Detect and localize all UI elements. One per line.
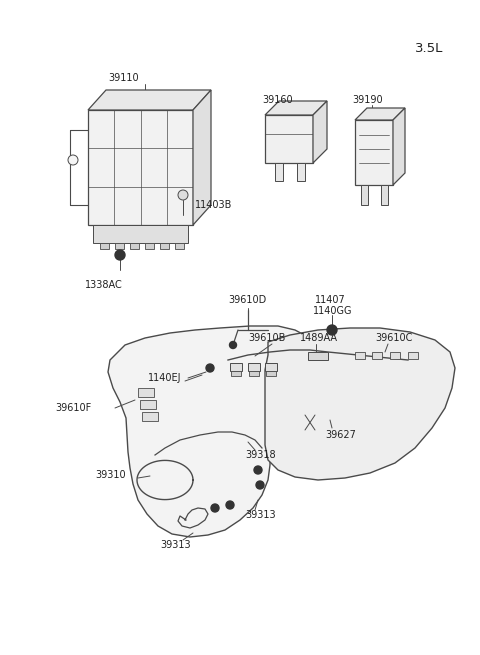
Text: 39610D: 39610D	[228, 295, 266, 305]
Bar	[308, 352, 328, 360]
Circle shape	[206, 364, 214, 372]
Bar	[140, 400, 156, 409]
Bar	[145, 243, 154, 249]
Circle shape	[211, 504, 219, 512]
Bar	[390, 352, 400, 359]
Polygon shape	[193, 90, 211, 225]
Polygon shape	[265, 328, 455, 480]
Text: 1140EJ: 1140EJ	[148, 373, 181, 383]
Bar	[115, 243, 124, 249]
Bar	[93, 225, 188, 243]
Bar	[275, 163, 283, 181]
Bar	[297, 163, 305, 181]
Bar	[361, 185, 368, 205]
Text: 1338AC: 1338AC	[85, 280, 123, 290]
Bar	[381, 185, 388, 205]
Polygon shape	[108, 326, 320, 537]
Bar	[142, 412, 158, 421]
Text: 39190: 39190	[352, 95, 383, 105]
Bar	[408, 352, 418, 359]
Text: 39318: 39318	[245, 450, 276, 460]
Text: 39313: 39313	[245, 510, 276, 520]
Bar	[230, 363, 242, 371]
Text: 11407: 11407	[315, 295, 346, 305]
Bar	[248, 363, 260, 371]
Text: 39610B: 39610B	[248, 333, 286, 343]
Text: 39610C: 39610C	[375, 333, 412, 343]
Bar	[249, 371, 259, 376]
Text: 39313: 39313	[160, 540, 191, 550]
Circle shape	[115, 250, 125, 260]
Polygon shape	[313, 101, 327, 163]
Circle shape	[68, 155, 78, 165]
Bar	[265, 115, 313, 163]
Bar	[231, 371, 241, 376]
Bar	[265, 363, 277, 371]
Bar	[88, 110, 193, 225]
Bar	[160, 243, 169, 249]
Polygon shape	[393, 108, 405, 185]
Circle shape	[254, 466, 262, 474]
Bar	[372, 352, 382, 359]
Bar	[355, 352, 365, 359]
Circle shape	[229, 341, 237, 348]
Polygon shape	[88, 90, 211, 110]
Circle shape	[256, 481, 264, 489]
Text: 11403B: 11403B	[195, 200, 232, 210]
Text: 39610F: 39610F	[55, 403, 91, 413]
Text: 39310: 39310	[95, 470, 126, 480]
Circle shape	[226, 501, 234, 509]
Text: 39627: 39627	[325, 430, 356, 440]
Bar	[355, 120, 393, 185]
Circle shape	[178, 190, 188, 200]
Text: 1489AA: 1489AA	[300, 333, 338, 343]
Bar	[266, 371, 276, 376]
Bar	[100, 243, 109, 249]
Polygon shape	[265, 101, 327, 115]
Polygon shape	[355, 108, 405, 120]
Bar	[175, 243, 184, 249]
Text: 39110: 39110	[108, 73, 139, 83]
Bar	[130, 243, 139, 249]
Text: 39160: 39160	[262, 95, 293, 105]
Bar	[138, 388, 154, 397]
Text: 3.5L: 3.5L	[415, 41, 444, 54]
Circle shape	[327, 325, 337, 335]
Text: 1140GG: 1140GG	[313, 306, 352, 316]
